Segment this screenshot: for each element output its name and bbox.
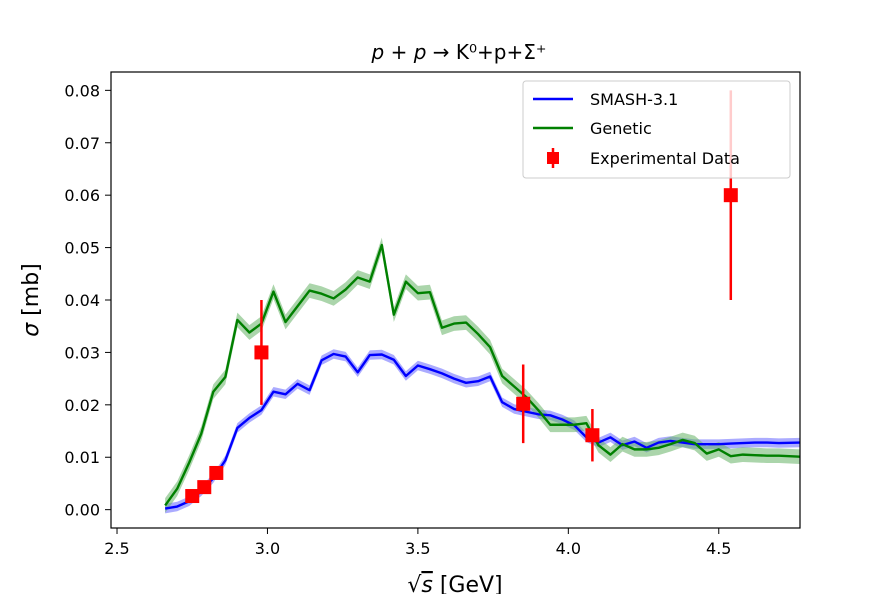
title-p1: p (371, 40, 385, 64)
x-tick-label-2: 3.5 (405, 539, 430, 558)
title-p2: p (413, 40, 427, 64)
x-tick-label-3: 4.0 (556, 539, 581, 558)
title-arrow: → (426, 40, 455, 64)
y-tick-label-6: 0.06 (64, 186, 100, 205)
line-genetic (164, 243, 801, 507)
x-axis-label-unit: [GeV] (433, 573, 503, 594)
y-tick-label-1: 0.01 (64, 448, 100, 467)
experimental-points (185, 90, 738, 504)
y-tick-label-8: 0.08 (64, 81, 100, 100)
x-axis-label-sqrt: √ (407, 573, 422, 594)
legend-label-smash: SMASH-3.1 (590, 90, 678, 109)
title-plus: + (384, 40, 413, 64)
data-point-1 (197, 480, 212, 495)
x-axis-label: √s [GeV] (407, 573, 502, 594)
data-point-4 (516, 396, 531, 411)
data-point-5 (585, 428, 600, 443)
x-tick-label-0: 2.5 (104, 539, 129, 558)
y-tick-label-3: 0.03 (64, 343, 100, 362)
y-tick-label-4: 0.04 (64, 291, 100, 310)
series-lines (164, 243, 801, 510)
data-point-2 (209, 465, 224, 480)
legend: SMASH-3.1 Genetic Experimental Data (522, 80, 791, 179)
y-axis-label: σ [mb] (19, 263, 44, 337)
x-tick-label-4: 4.5 (706, 539, 731, 558)
x-axis-label-s: s (421, 573, 432, 594)
band-smash-3-1 (165, 349, 800, 514)
x-axis-ticks: 2.5 3.0 3.5 4.0 4.5 (104, 528, 731, 558)
title-rest: K⁰+p+Σ⁺ (456, 40, 547, 64)
line-smash-3-1 (164, 352, 801, 510)
legend-label-genetic: Genetic (590, 119, 652, 138)
data-point-6 (723, 188, 738, 203)
y-tick-label-2: 0.02 (64, 396, 100, 415)
y-tick-label-0: 0.00 (64, 501, 100, 520)
y-axis-label-sigma: σ (19, 322, 44, 337)
y-axis-ticks: 0.00 0.01 0.02 0.03 0.04 0.05 0.06 0.07 0.08 (64, 81, 111, 520)
chart-title: p + p → K⁰+p+Σ⁺ (371, 40, 547, 64)
data-point-0 (185, 489, 200, 504)
y-tick-label-7: 0.07 (64, 134, 100, 153)
y-tick-label-5: 0.05 (64, 239, 100, 258)
legend-swatch-experimental-marker (547, 152, 559, 164)
legend-label-experimental: Experimental Data (590, 149, 740, 168)
x-tick-label-1: 3.0 (255, 539, 280, 558)
y-axis-label-unit: [mb] (19, 263, 44, 323)
data-point-3 (254, 345, 269, 360)
legend-box (522, 80, 791, 179)
